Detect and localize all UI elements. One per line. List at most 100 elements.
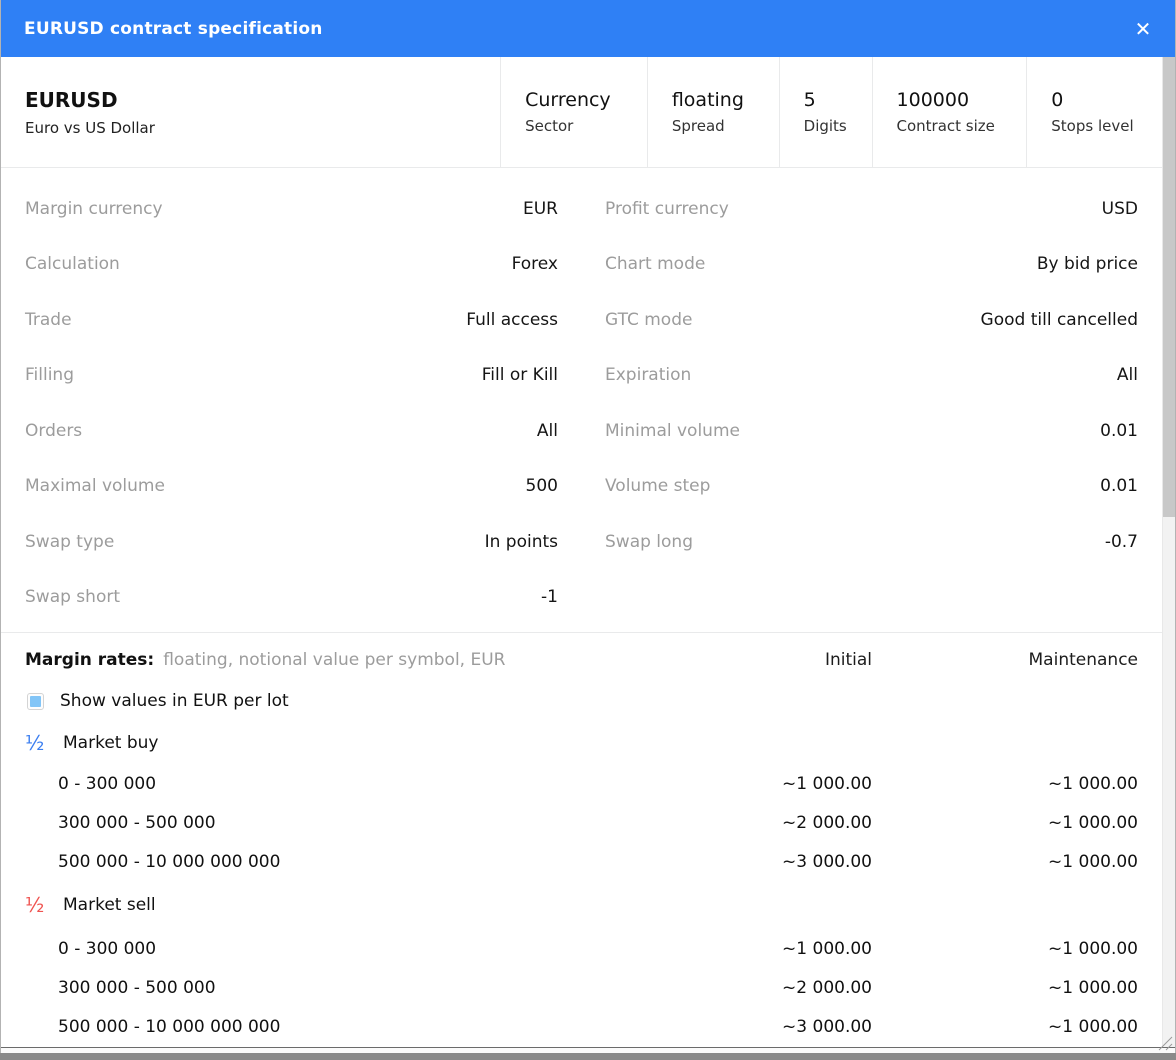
dialog-title: EURUSD contract specification	[24, 18, 323, 39]
property-row: Swap type In points Swap long -0.7	[25, 514, 1138, 570]
prop-value-expiration: All	[1116, 365, 1138, 386]
prop-label-calculation: Calculation	[25, 254, 120, 275]
resize-grip-icon[interactable]	[1158, 1036, 1173, 1051]
column-header-maintenance: Maintenance	[1028, 650, 1138, 670]
property-row: Swap short -1	[25, 570, 1138, 626]
tier-initial: ~2 000.00	[782, 812, 872, 833]
show-values-checkbox[interactable]	[27, 692, 44, 710]
checkbox-checked-mark	[30, 695, 41, 707]
prop-label-filling: Filling	[25, 365, 74, 386]
prop-value-orders: All	[536, 420, 558, 441]
prop-value-swap-type: In points	[484, 531, 558, 552]
info-cell-spread: floating Spread	[646, 57, 779, 167]
prop-label-orders: Orders	[25, 420, 83, 441]
prop-label-minimal-volume: Minimal volume	[605, 420, 740, 441]
stops-level-value: 0	[1051, 89, 1064, 111]
tier-range: 0 - 300 000	[58, 938, 157, 959]
stops-level-label: Stops level	[1051, 117, 1134, 135]
prop-value-margin-currency: EUR	[523, 198, 558, 219]
property-row: Filling Fill or Kill Expiration All	[25, 348, 1138, 404]
sector-label: Sector	[525, 117, 574, 135]
margin-rates-subtitle: floating, notional value per symbol, EUR	[163, 650, 506, 670]
info-cell-digits: 5 Digits	[778, 57, 872, 167]
one-half-sell-icon: ½	[25, 893, 45, 917]
spread-value: floating	[671, 89, 744, 111]
close-icon[interactable]: ✕	[1134, 16, 1152, 41]
dialog-bottom-border	[1, 1047, 1175, 1048]
property-row: Calculation Forex Chart mode By bid pric…	[25, 237, 1138, 293]
prop-label-chart-mode: Chart mode	[605, 254, 706, 275]
properties-grid: Margin currency EUR Profit currency USD …	[1, 168, 1175, 632]
prop-label-volume-step: Volume step	[605, 476, 711, 497]
prop-value-gtc-mode: Good till cancelled	[980, 309, 1138, 330]
margin-rates-title: Margin rates:	[25, 650, 155, 670]
prop-value-chart-mode: By bid price	[1036, 254, 1138, 275]
prop-label-margin-currency: Margin currency	[25, 198, 163, 219]
prop-value-swap-long: -0.7	[1104, 531, 1138, 552]
tier-maintenance: ~1 000.00	[1048, 773, 1138, 794]
prop-label-maximal-volume: Maximal volume	[25, 476, 165, 497]
contract-size-value: 100000	[896, 89, 970, 111]
prop-label-swap-short: Swap short	[25, 587, 120, 608]
tier-maintenance: ~1 000.00	[1048, 977, 1138, 998]
symbol-info-row: EURUSD Euro vs US Dollar Currency Sector…	[1, 57, 1175, 168]
tier-maintenance: ~1 000.00	[1048, 1016, 1138, 1037]
column-header-initial: Initial	[824, 650, 872, 670]
tier-range: 300 000 - 500 000	[58, 977, 216, 998]
info-cell-contract-size: 100000 Contract size	[871, 57, 1027, 167]
tier-maintenance: ~1 000.00	[1048, 812, 1138, 833]
spread-label: Spread	[671, 117, 725, 135]
info-cell-sector: Currency Sector	[500, 57, 647, 167]
sector-value: Currency	[525, 89, 611, 111]
digits-value: 5	[803, 89, 816, 111]
tier-initial: ~3 000.00	[782, 851, 872, 872]
market-buy-label: Market buy	[63, 732, 159, 753]
scrollbar-thumb[interactable]	[1163, 57, 1175, 517]
tier-initial: ~3 000.00	[782, 1016, 872, 1037]
tier-maintenance: ~1 000.00	[1048, 938, 1138, 959]
prop-value-calculation: Forex	[511, 254, 558, 275]
prop-label-trade: Trade	[25, 309, 72, 330]
prop-label-expiration: Expiration	[605, 365, 692, 386]
vertical-scrollbar[interactable]	[1162, 57, 1175, 1047]
tier-initial: ~1 000.00	[782, 773, 872, 794]
symbol-description: Euro vs US Dollar	[25, 118, 155, 137]
one-half-buy-icon: ½	[25, 730, 45, 755]
property-row: Maximal volume 500 Volume step 0.01	[25, 459, 1138, 515]
prop-value-minimal-volume: 0.01	[1100, 420, 1138, 441]
prop-value-maximal-volume: 500	[525, 476, 558, 497]
prop-value-volume-step: 0.01	[1100, 476, 1138, 497]
dialog-bottom-strip	[1, 1048, 1175, 1053]
show-values-row: Show values in EUR per lot	[1, 681, 1175, 721]
market-sell-label: Market sell	[63, 895, 156, 915]
margin-rates-header: Margin rates: floating, notional value p…	[1, 639, 1175, 681]
info-cell-stops-level: 0 Stops level	[1026, 57, 1175, 167]
property-row: Margin currency EUR Profit currency USD	[25, 181, 1138, 237]
market-buy-header: ½ Market buy	[1, 721, 1175, 764]
tier-row: 0 - 300 000 ~1 000.00 ~1 000.00	[1, 929, 1175, 968]
prop-label-gtc-mode: GTC mode	[605, 309, 693, 330]
symbol-name: EURUSD	[25, 87, 118, 112]
market-sell-header: ½ Market sell	[1, 881, 1175, 929]
contract-size-label: Contract size	[896, 117, 995, 135]
show-values-label: Show values in EUR per lot	[60, 691, 289, 711]
prop-label-swap-type: Swap type	[25, 531, 115, 552]
tier-row: 300 000 - 500 000 ~2 000.00 ~1 000.00	[1, 968, 1175, 1007]
prop-value-filling: Fill or Kill	[481, 365, 558, 386]
tier-range: 0 - 300 000	[58, 773, 157, 794]
tier-initial: ~2 000.00	[782, 977, 872, 998]
tier-range: 300 000 - 500 000	[58, 812, 216, 833]
tier-row: 300 000 - 500 000 ~2 000.00 ~1 000.00	[1, 803, 1175, 842]
tier-row: 500 000 - 10 000 000 000 ~3 000.00 ~1 00…	[1, 842, 1175, 881]
dialog-titlebar: EURUSD contract specification ✕	[1, 0, 1175, 57]
property-row: Trade Full access GTC mode Good till can…	[25, 292, 1138, 348]
digits-label: Digits	[803, 117, 847, 135]
prop-value-trade: Full access	[466, 309, 558, 330]
tier-range: 500 000 - 10 000 000 000	[58, 851, 281, 872]
margin-rates-section: Margin rates: floating, notional value p…	[1, 632, 1175, 1046]
prop-label-profit-currency: Profit currency	[605, 198, 729, 219]
prop-label-swap-long: Swap long	[605, 531, 693, 552]
prop-value-swap-short: -1	[541, 587, 558, 608]
tier-row: 0 - 300 000 ~1 000.00 ~1 000.00	[1, 764, 1175, 803]
